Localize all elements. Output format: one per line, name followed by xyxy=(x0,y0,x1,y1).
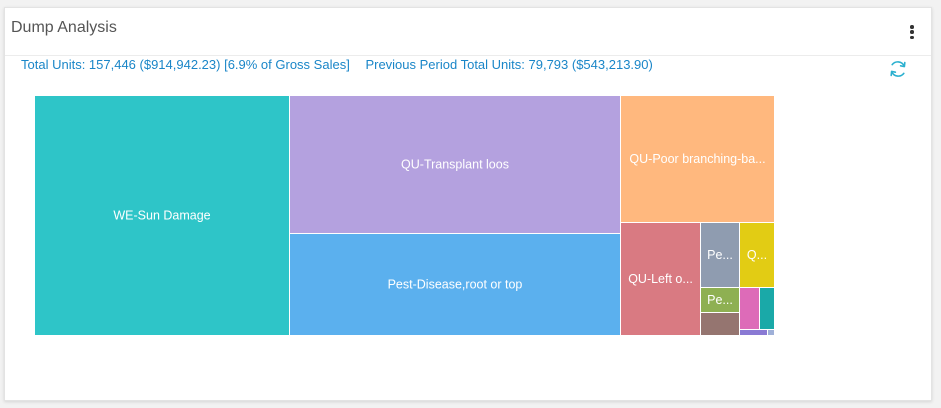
treemap-cell-label: WE-Sun Damage xyxy=(113,209,210,223)
widget-header: Dump Analysis xyxy=(5,8,931,56)
refresh-icon[interactable] xyxy=(888,59,908,79)
treemap-cell[interactable] xyxy=(290,96,620,233)
widget-title: Dump Analysis xyxy=(11,19,117,36)
treemap-cell-label: Q... xyxy=(747,248,767,262)
treemap-cell[interactable] xyxy=(740,223,774,287)
treemap-cell-label: QU-Left o... xyxy=(628,272,693,286)
treemap-cell[interactable] xyxy=(621,223,700,335)
treemap-cell[interactable] xyxy=(290,234,620,335)
total-units-text: Total Units: 157,446 ($914,942.23) [6.9%… xyxy=(21,57,350,72)
treemap-cell[interactable] xyxy=(621,96,774,222)
treemap-cell-label: QU-Poor branching-ba... xyxy=(629,152,765,166)
treemap-cell-label: Pe... xyxy=(707,248,733,262)
kebab-menu-icon[interactable] xyxy=(907,23,917,41)
treemap-cell[interactable] xyxy=(701,223,739,287)
treemap-cell[interactable] xyxy=(701,288,739,312)
treemap-cell[interactable] xyxy=(701,313,739,335)
treemap-cell-label: QU-Transplant loos xyxy=(401,158,509,172)
treemap-cell[interactable] xyxy=(768,330,774,335)
treemap-cell-label: Pe... xyxy=(707,293,733,307)
treemap-cell[interactable] xyxy=(740,288,759,329)
summary-line: Total Units: 157,446 ($914,942.23) [6.9%… xyxy=(21,57,653,72)
treemap-cell[interactable] xyxy=(760,288,774,329)
treemap-cell[interactable] xyxy=(740,330,767,335)
treemap-cell[interactable] xyxy=(35,96,289,335)
previous-period-text: Previous Period Total Units: 79,793 ($54… xyxy=(365,57,653,72)
treemap-cell-label: Pest-Disease,root or top xyxy=(388,278,523,292)
